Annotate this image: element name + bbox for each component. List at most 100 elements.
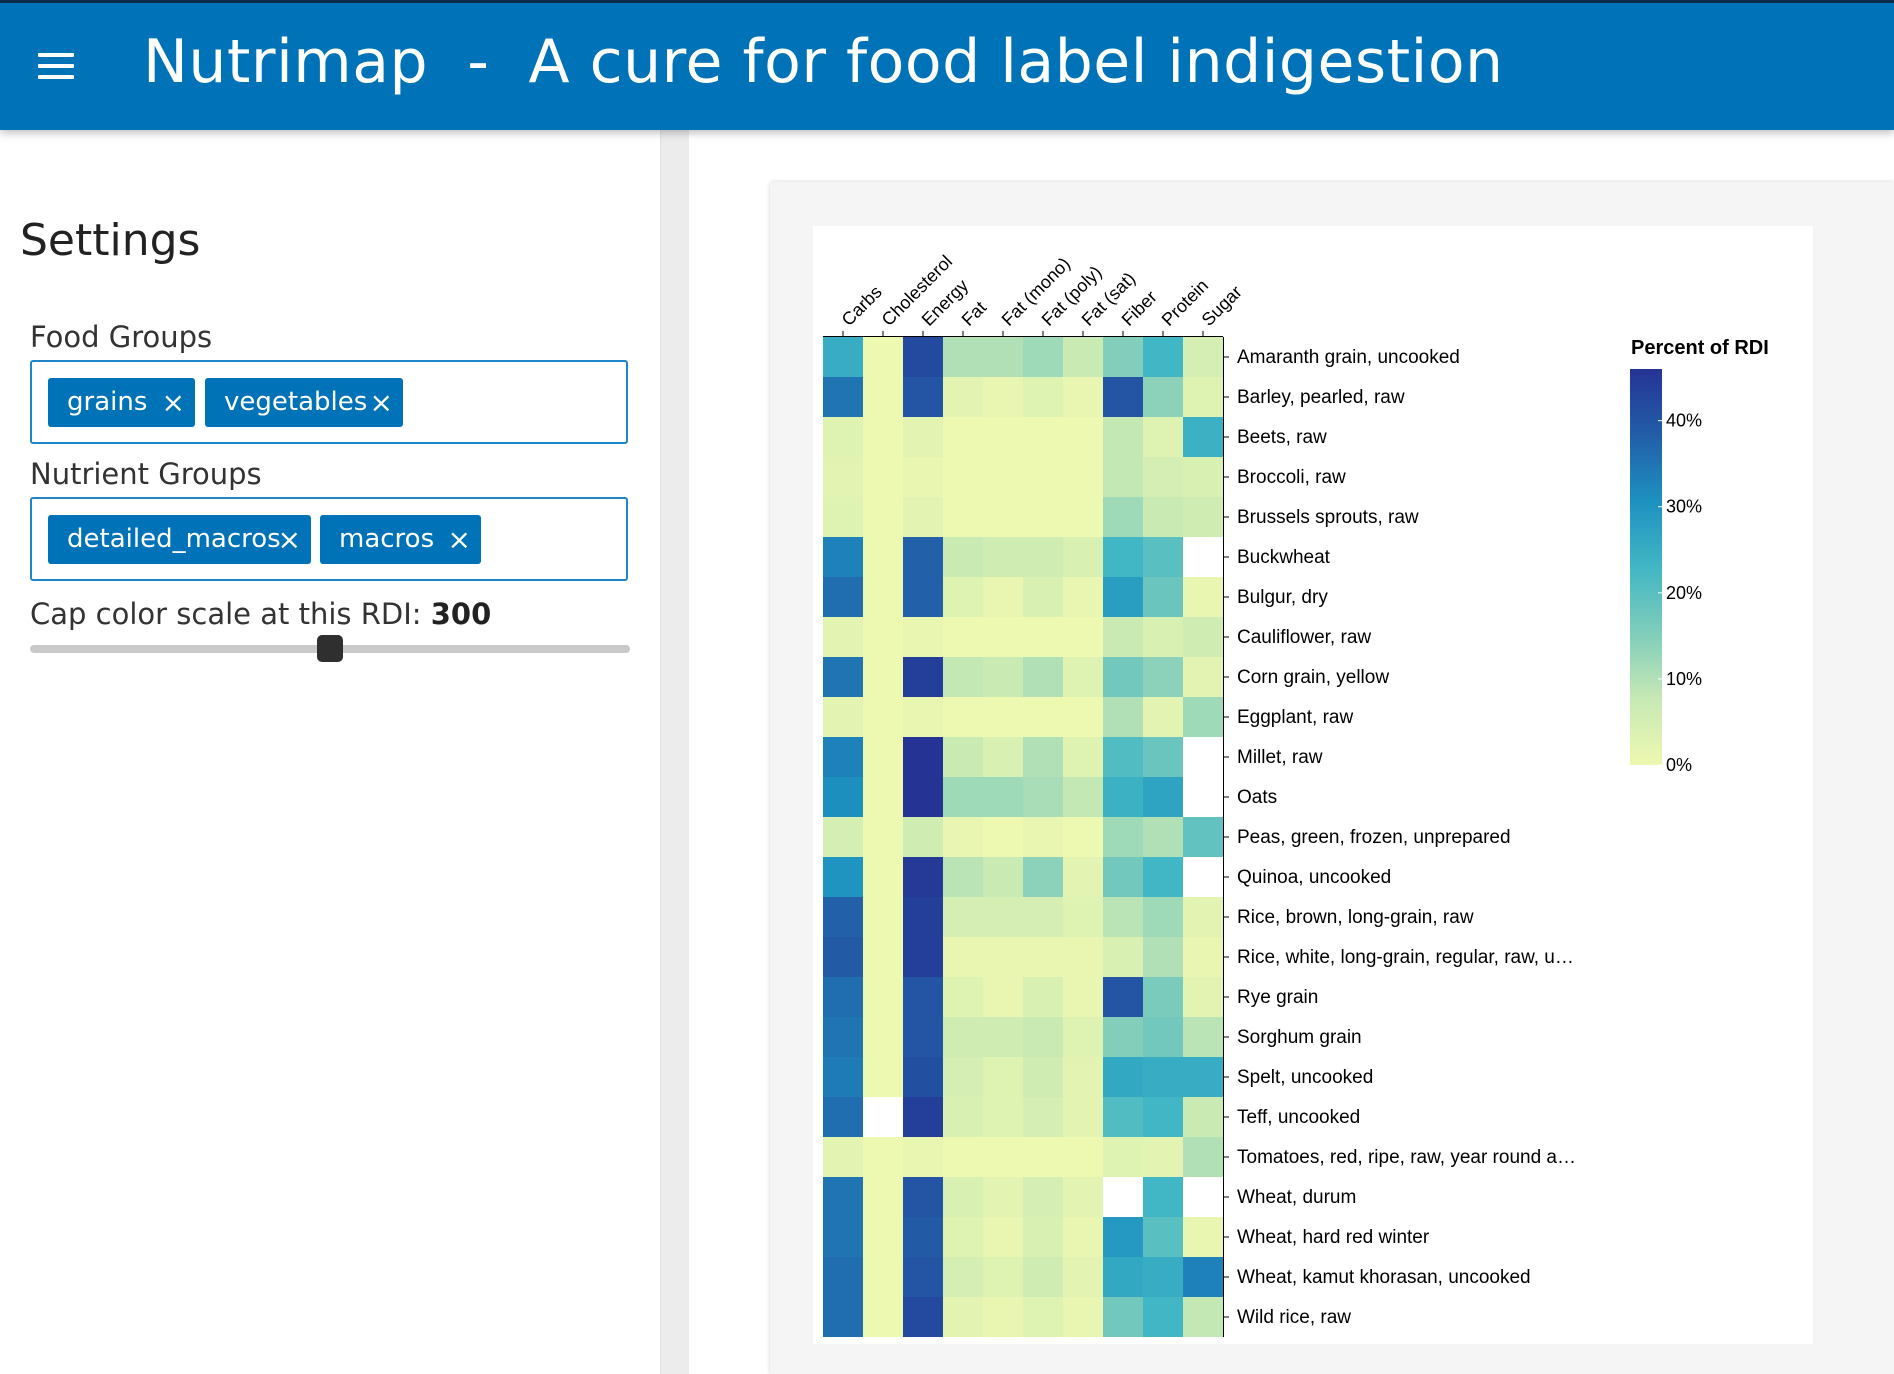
- heatmap-cell[interactable]: [863, 1097, 903, 1137]
- heatmap-cell[interactable]: [823, 1297, 863, 1337]
- heatmap-cell[interactable]: [943, 1017, 983, 1057]
- heatmap-cell[interactable]: [983, 1017, 1023, 1057]
- heatmap-cell[interactable]: [1143, 1017, 1183, 1057]
- heatmap-cell[interactable]: [823, 737, 863, 777]
- heatmap-cell[interactable]: [863, 457, 903, 497]
- heatmap-cell[interactable]: [983, 817, 1023, 857]
- heatmap-cell[interactable]: [1103, 657, 1143, 697]
- heatmap-cell[interactable]: [983, 937, 1023, 977]
- heatmap-cell[interactable]: [983, 337, 1023, 377]
- heatmap-cell[interactable]: [943, 737, 983, 777]
- heatmap-cell[interactable]: [1063, 337, 1103, 377]
- heatmap-cell[interactable]: [1143, 337, 1183, 377]
- heatmap-cell[interactable]: [1103, 457, 1143, 497]
- heatmap-cell[interactable]: [903, 1177, 943, 1217]
- heatmap-cell[interactable]: [1103, 417, 1143, 457]
- heatmap-cell[interactable]: [943, 697, 983, 737]
- heatmap-cell[interactable]: [983, 897, 1023, 937]
- heatmap-cell[interactable]: [1063, 857, 1103, 897]
- heatmap-cell[interactable]: [1063, 457, 1103, 497]
- heatmap-cell[interactable]: [1023, 857, 1063, 897]
- heatmap-cell[interactable]: [823, 777, 863, 817]
- heatmap-cell[interactable]: [1063, 1177, 1103, 1217]
- heatmap-cell[interactable]: [1183, 1057, 1223, 1097]
- heatmap-cell[interactable]: [1143, 657, 1183, 697]
- heatmap-cell[interactable]: [823, 337, 863, 377]
- heatmap-cell[interactable]: [943, 977, 983, 1017]
- heatmap-cell[interactable]: [903, 817, 943, 857]
- heatmap-cell[interactable]: [823, 1217, 863, 1257]
- heatmap-cell[interactable]: [1143, 617, 1183, 657]
- heatmap-cell[interactable]: [1183, 937, 1223, 977]
- heatmap-cell[interactable]: [1023, 457, 1063, 497]
- heatmap-cell[interactable]: [903, 377, 943, 417]
- heatmap-cell[interactable]: [943, 337, 983, 377]
- heatmap-cell[interactable]: [983, 1257, 1023, 1297]
- heatmap-cell[interactable]: [1023, 777, 1063, 817]
- heatmap-cell[interactable]: [943, 857, 983, 897]
- heatmap-cell[interactable]: [823, 617, 863, 657]
- heatmap-cell[interactable]: [1023, 1177, 1063, 1217]
- heatmap-cell[interactable]: [943, 897, 983, 937]
- heatmap-cell[interactable]: [1023, 1017, 1063, 1057]
- heatmap-cell[interactable]: [983, 777, 1023, 817]
- heatmap-cell[interactable]: [903, 1257, 943, 1297]
- heatmap-cell[interactable]: [983, 497, 1023, 537]
- heatmap-cell[interactable]: [903, 337, 943, 377]
- heatmap-cell[interactable]: [943, 1297, 983, 1337]
- heatmap-cell[interactable]: [1103, 617, 1143, 657]
- heatmap-cell[interactable]: [1143, 1297, 1183, 1337]
- heatmap-cell[interactable]: [943, 417, 983, 457]
- heatmap-cell[interactable]: [863, 1217, 903, 1257]
- heatmap-cell[interactable]: [823, 697, 863, 737]
- heatmap-cell[interactable]: [983, 1057, 1023, 1097]
- heatmap-cell[interactable]: [1143, 697, 1183, 737]
- heatmap-cell[interactable]: [1103, 777, 1143, 817]
- heatmap-cell[interactable]: [863, 497, 903, 537]
- cap-rdi-slider-thumb[interactable]: [317, 635, 343, 662]
- heatmap-cell[interactable]: [1183, 817, 1223, 857]
- heatmap-cell[interactable]: [1143, 1257, 1183, 1297]
- heatmap-cell[interactable]: [823, 897, 863, 937]
- heatmap-cell[interactable]: [863, 1297, 903, 1337]
- heatmap-cell[interactable]: [1143, 777, 1183, 817]
- heatmap-cell[interactable]: [943, 937, 983, 977]
- heatmap-cell[interactable]: [1183, 377, 1223, 417]
- heatmap-cell[interactable]: [823, 1257, 863, 1297]
- heatmap-cell[interactable]: [863, 617, 903, 657]
- heatmap-cell[interactable]: [1063, 817, 1103, 857]
- heatmap-cell[interactable]: [1063, 777, 1103, 817]
- heatmap-cell[interactable]: [903, 737, 943, 777]
- heatmap-cell[interactable]: [1063, 737, 1103, 777]
- heatmap-cell[interactable]: [983, 1217, 1023, 1257]
- heatmap-cell[interactable]: [1183, 1017, 1223, 1057]
- heatmap-cell[interactable]: [1103, 697, 1143, 737]
- heatmap-cell[interactable]: [1023, 1297, 1063, 1337]
- heatmap-cell[interactable]: [1143, 577, 1183, 617]
- heatmap-cell[interactable]: [1143, 1137, 1183, 1177]
- hamburger-menu-icon[interactable]: [34, 49, 78, 83]
- heatmap-cell[interactable]: [1063, 977, 1103, 1017]
- heatmap-cell[interactable]: [823, 1097, 863, 1137]
- heatmap-cell[interactable]: [1183, 657, 1223, 697]
- heatmap-cell[interactable]: [943, 377, 983, 417]
- heatmap-cell[interactable]: [943, 457, 983, 497]
- heatmap-cell[interactable]: [1103, 1097, 1143, 1137]
- heatmap-cell[interactable]: [943, 657, 983, 697]
- heatmap-cell[interactable]: [1103, 977, 1143, 1017]
- heatmap-cell[interactable]: [903, 1057, 943, 1097]
- heatmap-cell[interactable]: [863, 337, 903, 377]
- heatmap-cell[interactable]: [1063, 1137, 1103, 1177]
- heatmap-cell[interactable]: [863, 777, 903, 817]
- heatmap-cell[interactable]: [823, 817, 863, 857]
- heatmap-cell[interactable]: [943, 1137, 983, 1177]
- heatmap-cell[interactable]: [1103, 537, 1143, 577]
- heatmap-cell[interactable]: [863, 937, 903, 977]
- heatmap-cell[interactable]: [943, 1217, 983, 1257]
- heatmap-cell[interactable]: [943, 777, 983, 817]
- heatmap-cell[interactable]: [983, 857, 1023, 897]
- heatmap-cell[interactable]: [983, 1137, 1023, 1177]
- heatmap-cell[interactable]: [1023, 897, 1063, 937]
- heatmap-cell[interactable]: [1103, 857, 1143, 897]
- heatmap-cell[interactable]: [1063, 1097, 1103, 1137]
